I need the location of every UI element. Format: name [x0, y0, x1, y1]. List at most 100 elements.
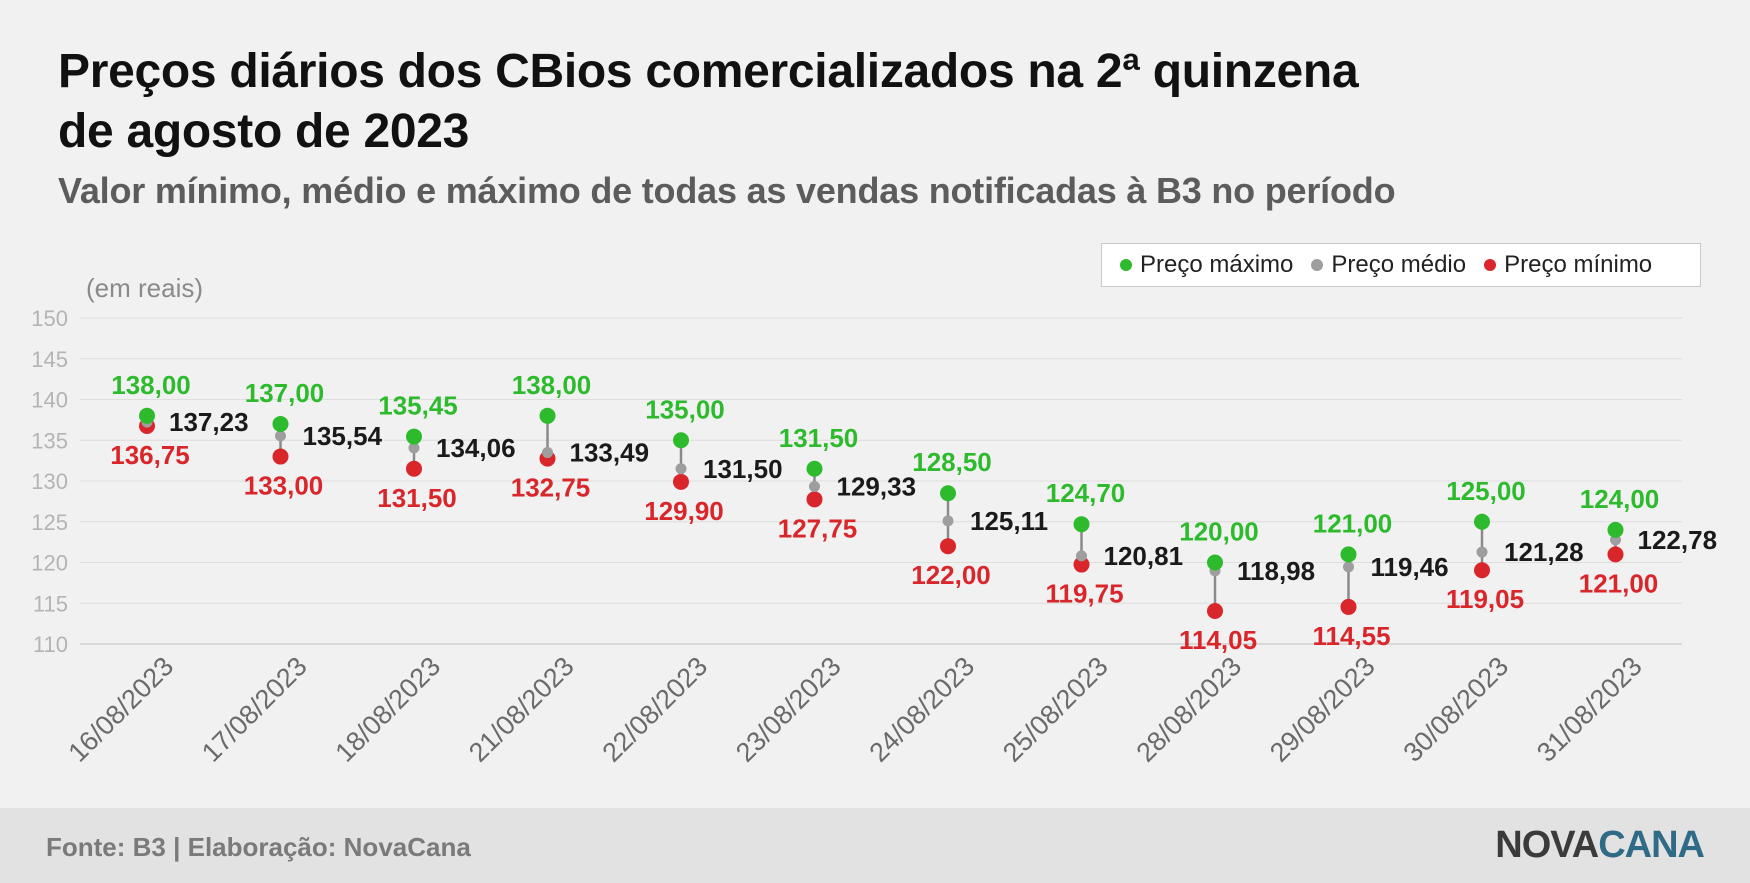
x-tick-label: 22/08/2023	[596, 651, 713, 768]
point-min	[806, 491, 823, 508]
legend-item-mean: Preço médio	[1311, 251, 1466, 279]
y-tick-label: 150	[31, 306, 68, 331]
legend-marker-mean	[1311, 259, 1324, 271]
data-label-min: 122,00	[911, 560, 991, 590]
legend-label-min: Preço mínimo	[1504, 251, 1653, 278]
x-tick-label: 23/08/2023	[730, 651, 847, 768]
data-label-min: 127,75	[778, 513, 858, 543]
point-mean	[1476, 546, 1488, 558]
point-min	[1340, 598, 1357, 615]
legend-label-max: Preço máximo	[1140, 251, 1294, 278]
data-label-mean: 131,50	[703, 454, 783, 484]
point-min	[673, 473, 689, 490]
logo-part-cana: CANA	[1598, 824, 1705, 866]
x-tick-label: 28/08/2023	[1130, 651, 1247, 768]
point-mean	[809, 480, 820, 492]
y-tick-label: 120	[31, 551, 68, 576]
x-tick-label: 24/08/2023	[863, 651, 980, 768]
point-max	[673, 432, 689, 449]
x-tick-label: 18/08/2023	[329, 651, 446, 768]
data-label-max: 138,00	[512, 370, 592, 400]
y-tick-label: 140	[31, 388, 68, 413]
data-label-min: 133,00	[244, 471, 324, 501]
x-tick-label: 29/08/2023	[1264, 651, 1381, 768]
point-max	[1340, 546, 1357, 563]
data-label-min: 131,50	[377, 483, 457, 513]
point-min	[940, 538, 956, 555]
y-tick-label: 115	[33, 591, 68, 616]
point-max	[940, 485, 956, 502]
data-label-max: 138,00	[111, 370, 191, 400]
data-label-max: 135,45	[378, 391, 458, 421]
y-unit-label: (em reais)	[86, 273, 203, 303]
data-label-mean: 129,33	[837, 471, 917, 501]
plot-area: (em reais) 110 115 120 125 130 135 140 145 150 138…	[31, 273, 1718, 768]
point-max	[139, 407, 155, 424]
data-label-min: 114,55	[1312, 621, 1390, 651]
data-label-min: 132,75	[511, 473, 591, 503]
source-note: Fonte: B3 | Elaboração: NovaCana	[46, 832, 471, 862]
legend: Preço máximo Preço médio Preço mínimo	[1101, 243, 1701, 287]
legend-item-min: Preço mínimo	[1484, 251, 1652, 279]
data-label-mean: 121,28	[1504, 537, 1584, 567]
legend-marker-max	[1120, 259, 1132, 271]
chart-title: Preços diários dos CBios comercializados…	[58, 42, 1458, 162]
point-mean	[942, 515, 954, 527]
data-label-min: 129,90	[644, 496, 724, 526]
point-max	[1474, 513, 1490, 530]
brand-logo: NOVACANA	[1495, 824, 1705, 867]
data-label-min: 136,75	[110, 440, 190, 470]
point-mean	[275, 430, 286, 442]
data-label-mean: 135,54	[303, 421, 383, 451]
point-min	[1207, 602, 1223, 619]
point-mean	[542, 447, 553, 459]
x-tick-label: 21/08/2023	[463, 651, 580, 768]
data-label-mean: 133,49	[570, 438, 650, 468]
footer: Fonte: B3 | Elaboração: NovaCana NOVACAN…	[0, 808, 1750, 883]
point-min	[1073, 556, 1090, 573]
point-min	[406, 460, 422, 477]
x-tick-label: 16/08/2023	[62, 651, 179, 768]
legend-label-mean: Preço médio	[1331, 251, 1467, 278]
data-label-min: 119,05	[1446, 584, 1524, 614]
point-mean	[1076, 550, 1087, 562]
data-label-max: 124,70	[1046, 478, 1126, 508]
legend-marker-min	[1484, 259, 1497, 271]
y-tick-label: 145	[31, 347, 68, 372]
point-mean	[408, 442, 420, 454]
x-tick-label: 31/08/2023	[1531, 651, 1648, 768]
point-mean	[675, 463, 687, 475]
data-label-mean: 134,06	[436, 433, 516, 463]
data-label-max: 124,00	[1580, 484, 1660, 514]
data-label-mean: 119,46	[1371, 552, 1449, 582]
data-label-mean: 122,78	[1638, 525, 1718, 555]
data-label-max: 135,00	[645, 394, 725, 424]
legend-item-max: Preço máximo	[1120, 251, 1293, 279]
y-tick-label: 110	[33, 632, 68, 657]
data-label-mean: 120,81	[1104, 541, 1184, 571]
data-label-mean: 118,98	[1237, 556, 1315, 586]
data-label-min: 119,75	[1045, 579, 1123, 609]
point-max	[806, 460, 823, 477]
data-label-min: 121,00	[1579, 568, 1659, 598]
logo-part-nova: NOVA	[1495, 824, 1599, 866]
chart-title-line-1: Preços diários dos CBios comercializados…	[58, 45, 1359, 98]
point-max	[406, 428, 422, 445]
data-label-mean: 137,23	[169, 407, 249, 437]
point-max	[1073, 516, 1090, 533]
point-min	[1474, 562, 1490, 579]
y-tick-label: 130	[31, 469, 68, 494]
y-tick-label: 135	[31, 428, 68, 453]
data-label-min: 114,05	[1179, 625, 1257, 655]
data-label-max: 120,00	[1179, 517, 1259, 547]
chart-title-line-2: de agosto de 2023	[58, 105, 470, 158]
point-max	[1207, 554, 1223, 571]
x-tick-label: 17/08/2023	[196, 651, 313, 768]
point-min	[272, 448, 289, 465]
data-label-max: 128,50	[912, 447, 992, 477]
point-max	[1607, 521, 1624, 538]
point-min	[1607, 546, 1624, 563]
point-max	[272, 415, 289, 432]
data-label-max: 125,00	[1446, 476, 1526, 506]
